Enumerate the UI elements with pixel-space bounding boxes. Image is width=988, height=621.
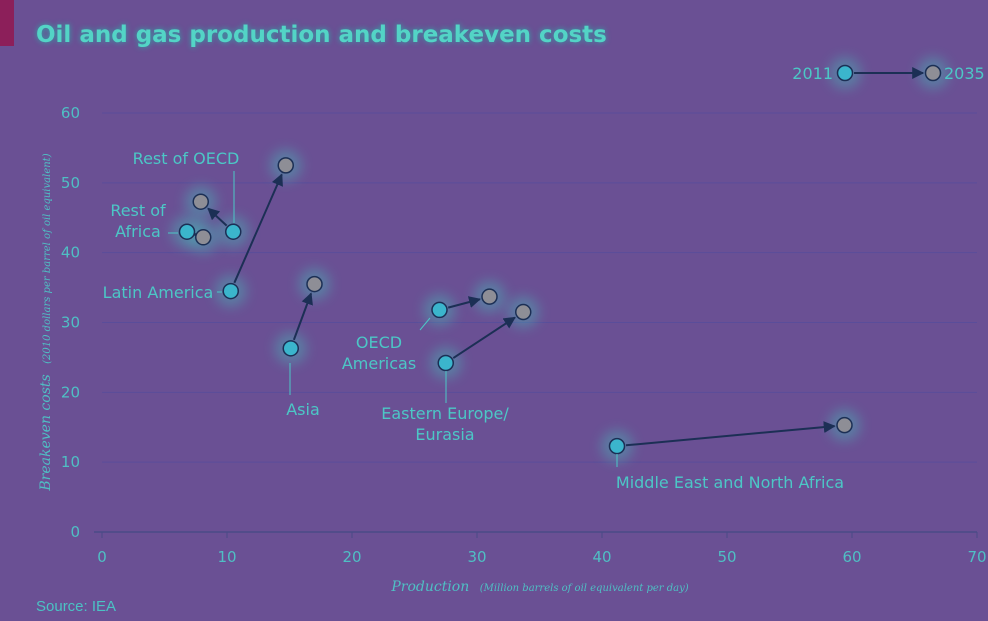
arrow-eastern-europe-eurasia [452, 316, 516, 359]
series-label-eastern-europe-eurasia: Eastern Europe/Eurasia [381, 404, 509, 444]
point-2011-asia [282, 340, 299, 357]
point-2011-middle-east-and-north-africa [608, 437, 626, 455]
source-note: Source: IEA [36, 598, 117, 615]
series-label-middle-east-and-north-africa: Middle East and North Africa [616, 473, 844, 492]
legend-marker-2035 [924, 64, 942, 82]
x-tick-label: 40 [592, 548, 611, 566]
y-axis-title: Breakeven costs (2010 dollars per barrel… [38, 153, 54, 491]
y-axis-sublabel: (2010 dollars per barrel of oil equivale… [42, 153, 53, 364]
point-2011-latin-america [222, 282, 239, 300]
x-tick-label: 20 [342, 548, 361, 566]
arrow-latin-america [233, 173, 283, 284]
legend: 2011 2035 [792, 57, 985, 89]
y-tick-label: 10 [61, 453, 80, 471]
series-label-latin-america: Latin America [103, 283, 214, 302]
y-axis-label: Breakeven costs [38, 374, 54, 491]
y-tick-label: 40 [61, 244, 80, 262]
legend-marker-2011 [836, 64, 854, 82]
series-label-oecd-americas: OECD Americas [342, 333, 416, 373]
arrow-oecd-americas [447, 296, 481, 309]
series-label-asia: Asia [286, 400, 320, 419]
chart-title: Oil and gas production and breakeven cos… [36, 22, 607, 48]
point-2035-middle-east-and-north-africa [836, 416, 853, 434]
x-axis-label: Production [390, 579, 469, 595]
x-tick-label: 0 [97, 548, 107, 566]
point-2035-rest-of-africa [195, 229, 212, 246]
y-tick-label: 60 [61, 104, 80, 122]
y-tick-label: 0 [70, 523, 80, 541]
series-label-rest-of-africa: Rest of Africa [110, 201, 166, 241]
y-tick-label: 20 [61, 383, 80, 401]
x-tick-label: 10 [217, 548, 236, 566]
x-tick-label: 50 [717, 548, 736, 566]
x-tick-label: 30 [467, 548, 486, 566]
series-arrows [171, 149, 861, 463]
arrow-asia [292, 292, 313, 341]
arrow-middle-east-and-north-africa [625, 421, 836, 447]
point-2011-rest-of-africa [178, 223, 196, 240]
point-2035-oecd-americas [481, 288, 498, 305]
point-2011-rest-of-oecd [225, 223, 242, 240]
legend-label-2035: 2035 [944, 64, 985, 83]
tick-labels: 0 10 20 30 40 50 60 0 10 20 30 40 50 60 70 [61, 104, 987, 566]
legend-label-2011: 2011 [792, 64, 833, 83]
grid [94, 112, 978, 538]
point-2011-eastern-europe-eurasia [437, 354, 454, 372]
point-2035-rest-of-oecd [192, 193, 209, 210]
x-tick-label: 70 [967, 548, 986, 566]
series-label-rest-of-oecd: Rest of OECD [133, 149, 240, 168]
accent-bar [0, 0, 14, 46]
arrow-rest-of-oecd [207, 207, 228, 227]
x-tick-label: 60 [842, 548, 861, 566]
point-2035-asia [306, 275, 323, 293]
x-axis-title: Production (Million barrels of oil equiv… [390, 579, 688, 595]
point-2035-latin-america [277, 157, 294, 174]
x-axis-sublabel: (Million barrels of oil equivalent per d… [480, 583, 689, 594]
series-labels: Rest of OECD Rest of Africa Latin America As… [103, 149, 844, 492]
leader-line-oecd-americas [419, 317, 431, 331]
point-2035-eastern-europe-eurasia [515, 303, 532, 321]
point-2011-oecd-americas [431, 301, 448, 319]
y-tick-label: 50 [61, 174, 80, 192]
y-tick-label: 30 [61, 314, 80, 332]
